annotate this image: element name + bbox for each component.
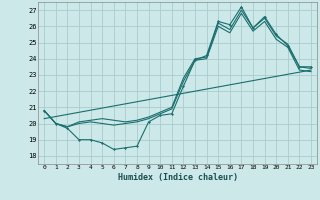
X-axis label: Humidex (Indice chaleur): Humidex (Indice chaleur) [118,173,238,182]
